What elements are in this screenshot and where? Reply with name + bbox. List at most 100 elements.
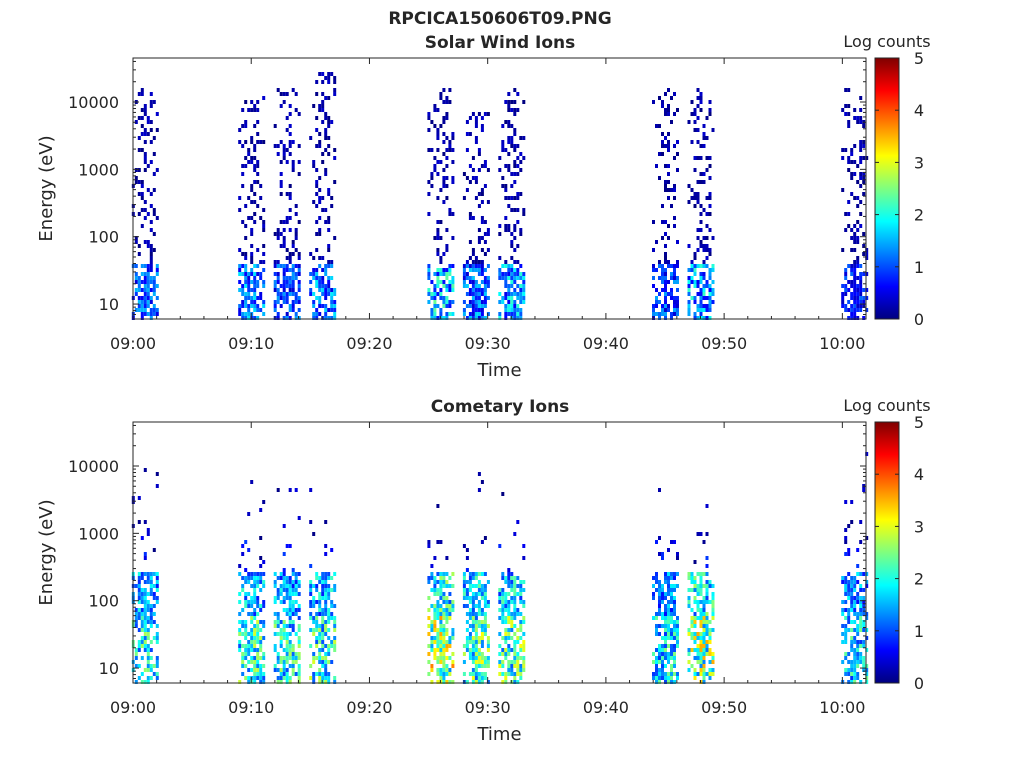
heatmap-cell [498, 652, 502, 656]
heatmap-cell [856, 300, 860, 304]
heatmap-cell [327, 116, 331, 120]
heatmap-cell [480, 480, 484, 484]
heatmap-cell [655, 668, 658, 672]
heatmap-cell [853, 600, 857, 604]
heatmap-cell [285, 148, 289, 152]
heatmap-cell [699, 620, 703, 624]
heatmap-cell [667, 140, 670, 144]
heatmap-cell [847, 580, 851, 584]
heatmap-cell [430, 636, 434, 640]
heatmap-cell [262, 624, 266, 628]
heatmap-cell [513, 644, 517, 648]
heatmap-cell [480, 260, 484, 264]
heatmap-cell [696, 96, 700, 100]
heatmap-cell [519, 592, 523, 596]
heatmap-cell [501, 672, 505, 676]
heatmap-cell [865, 256, 869, 260]
heatmap-cell [471, 300, 475, 304]
heatmap-cell [664, 256, 667, 260]
heatmap-cell [146, 312, 150, 316]
heatmap-cell [699, 272, 703, 276]
colorbar-tick-label: 3 [914, 517, 924, 536]
heatmap-cell [318, 176, 322, 180]
heatmap-cell [253, 164, 257, 168]
heatmap-cell [439, 620, 443, 624]
heatmap-cell [856, 592, 860, 596]
heatmap-cell [513, 648, 517, 652]
heatmap-cell [439, 604, 443, 608]
heatmap-cell [513, 308, 517, 312]
heatmap-cell [321, 152, 325, 156]
heatmap-cell [513, 632, 517, 636]
x-tick-label: 09:40 [583, 334, 629, 353]
heatmap-cell [294, 236, 298, 240]
heatmap-cell [690, 636, 694, 640]
heatmap-cell [655, 648, 658, 652]
heatmap-cell [664, 292, 667, 296]
heatmap-cell [673, 184, 676, 188]
heatmap-cell [664, 232, 667, 236]
heatmap-cell [152, 584, 156, 588]
heatmap-cell [294, 576, 298, 580]
heatmap-cell [262, 656, 266, 660]
heatmap-cell [699, 212, 703, 216]
heatmap-cell [696, 588, 700, 592]
heatmap-cell [504, 636, 508, 640]
heatmap-cell [471, 620, 475, 624]
heatmap-cell [436, 132, 440, 136]
heatmap-cell [327, 220, 331, 224]
heatmap-cell [321, 304, 325, 308]
heatmap-cell [862, 180, 866, 184]
heatmap-cell [253, 156, 257, 160]
heatmap-cell [699, 660, 703, 664]
heatmap-cell [439, 656, 443, 660]
heatmap-cell [433, 236, 437, 240]
heatmap-cell [516, 108, 520, 112]
heatmap-cell [856, 292, 860, 296]
heatmap-cell [486, 604, 490, 608]
heatmap-cell [288, 544, 292, 548]
heatmap-cell [510, 184, 514, 188]
heatmap-cell [468, 632, 472, 636]
heatmap-cell [427, 112, 431, 116]
heatmap-cell [250, 188, 254, 192]
heatmap-cell [516, 308, 520, 312]
heatmap-cell [244, 620, 248, 624]
heatmap-cell [468, 576, 472, 580]
heatmap-cell [507, 620, 511, 624]
heatmap-cell [433, 304, 437, 308]
heatmap-cell [288, 616, 292, 620]
heatmap-cell [149, 572, 153, 576]
heatmap-cell [690, 196, 694, 200]
heatmap-cell [693, 284, 697, 288]
heatmap-cell [480, 236, 484, 240]
heatmap-cell [670, 264, 673, 268]
heatmap-cell [658, 668, 661, 672]
heatmap-cell [146, 116, 150, 120]
heatmap-cell [702, 624, 706, 628]
heatmap-cell [687, 304, 691, 308]
heatmap-cell [711, 608, 715, 612]
heatmap-cell [513, 604, 517, 608]
heatmap-cell [856, 600, 860, 604]
heatmap-cell [501, 664, 505, 668]
heatmap-cell [445, 656, 449, 660]
heatmap-cell [436, 236, 440, 240]
heatmap-cell [847, 680, 851, 684]
heatmap-cell [140, 596, 144, 600]
heatmap-cell [321, 628, 325, 632]
heatmap-cell [498, 600, 502, 604]
heatmap-cell [279, 296, 283, 300]
heatmap-cell [247, 548, 251, 552]
heatmap-cell [309, 616, 313, 620]
heatmap-cell [652, 672, 655, 676]
heatmap-cell [510, 124, 514, 128]
heatmap-cell [661, 264, 664, 268]
heatmap-cell [853, 660, 857, 664]
heatmap-cell [330, 292, 334, 296]
heatmap-cell [427, 264, 431, 268]
heatmap-cell [439, 680, 443, 684]
heatmap-cell [250, 108, 254, 112]
heatmap-cell [510, 244, 514, 248]
heatmap-cell [448, 140, 452, 144]
